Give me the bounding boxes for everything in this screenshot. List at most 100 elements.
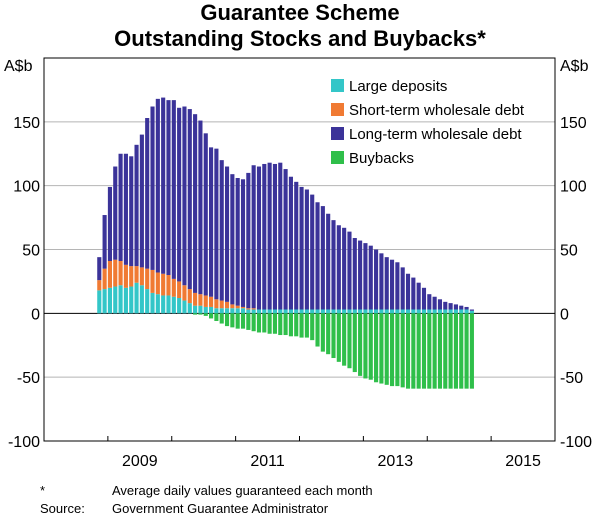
bar-buybacks <box>256 313 262 333</box>
bar-short_term <box>97 280 102 291</box>
bar-buybacks <box>437 313 443 389</box>
source-label: Source: <box>40 501 85 516</box>
bar-buybacks <box>443 313 448 389</box>
bar-large_deposits <box>267 309 272 314</box>
bar-buybacks <box>421 313 427 389</box>
y-tick-label-right: 50 <box>560 243 578 260</box>
x-tick-label: 2013 <box>378 453 414 470</box>
bar-large_deposits <box>283 309 288 314</box>
x-tick-label: 2011 <box>250 453 285 470</box>
bar-buybacks <box>299 313 304 338</box>
bar-large_deposits <box>363 309 368 314</box>
bar-short_term <box>166 275 171 296</box>
bar-long_term <box>177 107 182 282</box>
bar-long_term <box>443 301 448 310</box>
bar-buybacks <box>352 313 357 373</box>
bar-large_deposits <box>177 298 182 314</box>
bar-long_term <box>310 194 315 310</box>
bar-large_deposits <box>209 306 214 314</box>
bar-short_term <box>129 266 134 287</box>
y-unit-right: A$b <box>560 58 589 75</box>
bar-long_term <box>209 147 214 297</box>
bar-short_term <box>251 308 256 310</box>
bar-short_term <box>155 272 160 295</box>
bar-long_term <box>416 282 421 310</box>
bar-long_term <box>342 227 347 310</box>
bar-long_term <box>97 257 102 281</box>
bar-long_term <box>123 153 128 265</box>
bar-large_deposits <box>352 309 357 314</box>
bar-long_term <box>288 176 293 310</box>
bar-large_deposits <box>411 309 416 314</box>
bar-buybacks <box>209 313 214 319</box>
bar-long_term <box>171 100 176 279</box>
bar-large_deposits <box>421 309 427 314</box>
bar-long_term <box>193 114 198 293</box>
bar-large_deposits <box>102 289 107 314</box>
bar-long_term <box>374 249 379 310</box>
bar-long_term <box>405 273 411 310</box>
bar-long_term <box>304 189 309 310</box>
legend-swatch <box>331 151 344 164</box>
bar-large_deposits <box>389 309 395 314</box>
bar-buybacks <box>267 313 272 334</box>
bar-buybacks <box>251 313 256 332</box>
bar-long_term <box>203 133 208 296</box>
bar-long_term <box>113 166 118 260</box>
bar-long_term <box>145 118 150 269</box>
bar-large_deposits <box>166 295 171 314</box>
bar-large_deposits <box>395 309 400 314</box>
bar-short_term <box>134 266 139 283</box>
bar-large_deposits <box>315 309 320 314</box>
bar-long_term <box>389 259 395 310</box>
x-tick-label: 2009 <box>122 453 158 470</box>
bar-large_deposits <box>139 285 144 314</box>
legend-swatch <box>331 127 344 140</box>
bar-short_term <box>209 296 214 307</box>
bar-long_term <box>379 253 384 310</box>
source-text: Government Guarantee Administrator <box>112 501 329 516</box>
bar-long_term <box>272 163 278 310</box>
bar-buybacks <box>389 313 395 387</box>
bar-large_deposits <box>107 287 112 314</box>
bar-short_term <box>219 300 224 309</box>
bar-short_term <box>113 259 118 287</box>
bar-large_deposits <box>331 309 336 314</box>
y-tick-label-right: 0 <box>560 306 569 323</box>
bar-long_term <box>326 213 331 310</box>
bar-long_term <box>278 162 283 310</box>
bar-long_term <box>256 166 262 310</box>
bar-large_deposits <box>288 309 293 314</box>
bar-large_deposits <box>235 308 240 314</box>
y-tick-label-left: -100 <box>8 434 40 451</box>
bar-buybacks <box>374 313 379 383</box>
bar-large_deposits <box>256 309 262 314</box>
bar-long_term <box>315 202 320 310</box>
bar-large_deposits <box>251 309 256 314</box>
chart-subtitle: Outstanding Stocks and Buybacks* <box>114 26 486 51</box>
bar-long_term <box>352 238 357 310</box>
bar-large_deposits <box>347 309 352 314</box>
bar-buybacks <box>448 313 453 389</box>
bar-long_term <box>155 98 160 273</box>
bar-short_term <box>214 299 219 309</box>
x-tick-label: 2015 <box>505 453 541 470</box>
y-tick-label-right: -100 <box>560 434 592 451</box>
bar-long_term <box>384 257 389 310</box>
bar-large_deposits <box>193 305 198 314</box>
bar-large_deposits <box>230 308 235 314</box>
bar-large_deposits <box>203 306 208 314</box>
bar-buybacks <box>224 313 230 327</box>
bar-buybacks <box>336 313 341 362</box>
bar-large_deposits <box>405 309 411 314</box>
bar-long_term <box>246 172 251 309</box>
bar-long_term <box>230 174 235 305</box>
bar-large_deposits <box>400 309 405 314</box>
bar-long_term <box>453 304 458 310</box>
bar-large_deposits <box>374 309 379 314</box>
bar-long_term <box>331 220 336 310</box>
bar-buybacks <box>278 313 283 336</box>
y-tick-label-left: 50 <box>22 243 40 260</box>
bar-long_term <box>437 299 443 310</box>
bar-long_term <box>166 100 171 276</box>
